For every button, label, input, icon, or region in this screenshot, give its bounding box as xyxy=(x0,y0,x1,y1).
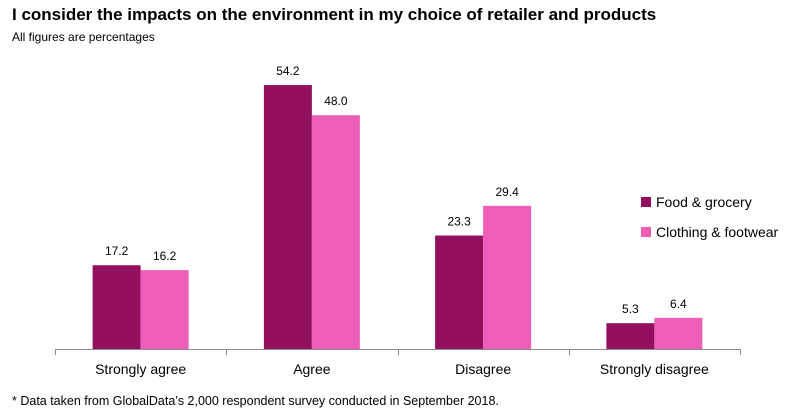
x-axis: Strongly agree Agree Disagree Strongly disa… xyxy=(55,349,741,377)
x-tick-label-agree: Agree xyxy=(293,361,331,377)
data-label-food-grocery-agree: 54.2 xyxy=(276,64,300,78)
data-label-food-grocery-disagree: 23.3 xyxy=(447,215,471,229)
bar-clothing-footwear-disagree xyxy=(483,205,532,349)
bar-food-grocery-strongly-disagree xyxy=(606,323,655,349)
legend-label-clothing-footwear: Clothing & footwear xyxy=(656,224,779,240)
data-label-clothing-footwear-disagree: 29.4 xyxy=(495,185,519,199)
bar-food-grocery-strongly-agree xyxy=(92,265,141,349)
bar-food-grocery-agree xyxy=(263,85,312,350)
bars-group: 17.2 16.2 54.2 48.0 23.3 29.4 5.3 6.4 xyxy=(92,64,703,350)
legend: Food & grocery Clothing & footwear xyxy=(641,194,779,240)
legend-swatch-food-grocery xyxy=(641,197,651,207)
bar-clothing-footwear-strongly-agree xyxy=(140,270,189,349)
x-tick-label-strongly-agree: Strongly agree xyxy=(95,361,186,377)
footnote: * Data taken from GlobalData’s 2,000 res… xyxy=(12,394,499,408)
x-tick-label-disagree: Disagree xyxy=(455,361,511,377)
chart-subtitle: All figures are percentages xyxy=(12,30,155,44)
chart-title: I consider the impacts on the environmen… xyxy=(12,5,657,24)
bar-clothing-footwear-agree xyxy=(311,115,360,350)
data-label-clothing-footwear-strongly-disagree: 6.4 xyxy=(670,297,687,311)
data-label-food-grocery-strongly-disagree: 5.3 xyxy=(622,302,639,316)
bar-food-grocery-disagree xyxy=(435,235,484,349)
legend-swatch-clothing-footwear xyxy=(641,227,651,237)
data-label-clothing-footwear-agree: 48.0 xyxy=(324,94,348,108)
bar-clothing-footwear-strongly-disagree xyxy=(654,317,703,349)
data-label-clothing-footwear-strongly-agree: 16.2 xyxy=(153,249,177,263)
x-tick-label-strongly-disagree: Strongly disagree xyxy=(600,361,709,377)
data-label-food-grocery-strongly-agree: 17.2 xyxy=(105,244,129,258)
legend-label-food-grocery: Food & grocery xyxy=(656,194,752,210)
